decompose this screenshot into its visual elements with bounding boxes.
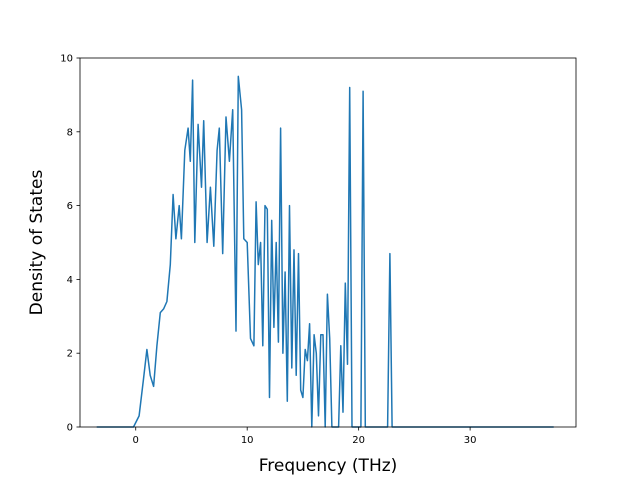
x-tick-label: 30 (464, 435, 477, 446)
dos-series-line-0 (96, 75, 554, 428)
plot-area (96, 75, 554, 428)
y-tick-label: 2 (67, 349, 73, 360)
y-tick-label: 6 (67, 201, 73, 212)
y-tick-label: 0 (67, 423, 73, 434)
x-axis-label: Frequency (THz) (259, 456, 398, 476)
tick-layer: 0 10 20 30 0 2 4 6 8 10 (60, 54, 476, 447)
y-tick-label: 4 (67, 275, 73, 286)
x-tick-label: 20 (352, 435, 365, 446)
y-tick-label: 8 (67, 127, 73, 138)
y-axis-label: Density of States (27, 170, 47, 316)
axes-frame (79, 57, 577, 428)
x-tick-label: 0 (133, 435, 139, 446)
x-tick-label: 10 (241, 435, 254, 446)
y-tick-label: 10 (60, 54, 73, 65)
